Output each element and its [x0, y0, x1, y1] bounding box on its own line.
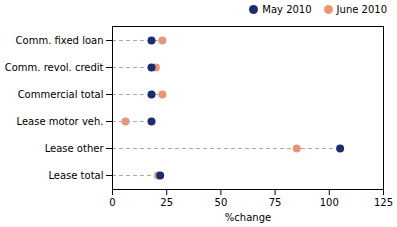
- html-text:May 2010: May 2010: [262, 3, 312, 15]
- svg-text:Comm. revol. credit: Comm. revol. credit: [5, 62, 104, 73]
- svg-text:100: 100: [320, 197, 339, 208]
- svg-text:Comm. fixed loan: Comm. fixed loan: [16, 35, 104, 46]
- svg-text:%change: %change: [225, 212, 271, 223]
- svg-text:Commercial total: Commercial total: [18, 89, 104, 100]
- svg-text:Lease motor veh.: Lease motor veh.: [17, 116, 104, 127]
- html-text:June 2010: June 2010: [336, 3, 387, 15]
- svg-text:25: 25: [160, 197, 173, 208]
- svg-text:50: 50: [215, 197, 228, 208]
- svg-text:0: 0: [109, 197, 115, 208]
- svg-text:Lease other: Lease other: [45, 143, 105, 154]
- svg-text:125: 125: [374, 197, 393, 208]
- svg-text:75: 75: [269, 197, 282, 208]
- svg-text:Lease total: Lease total: [48, 170, 103, 181]
